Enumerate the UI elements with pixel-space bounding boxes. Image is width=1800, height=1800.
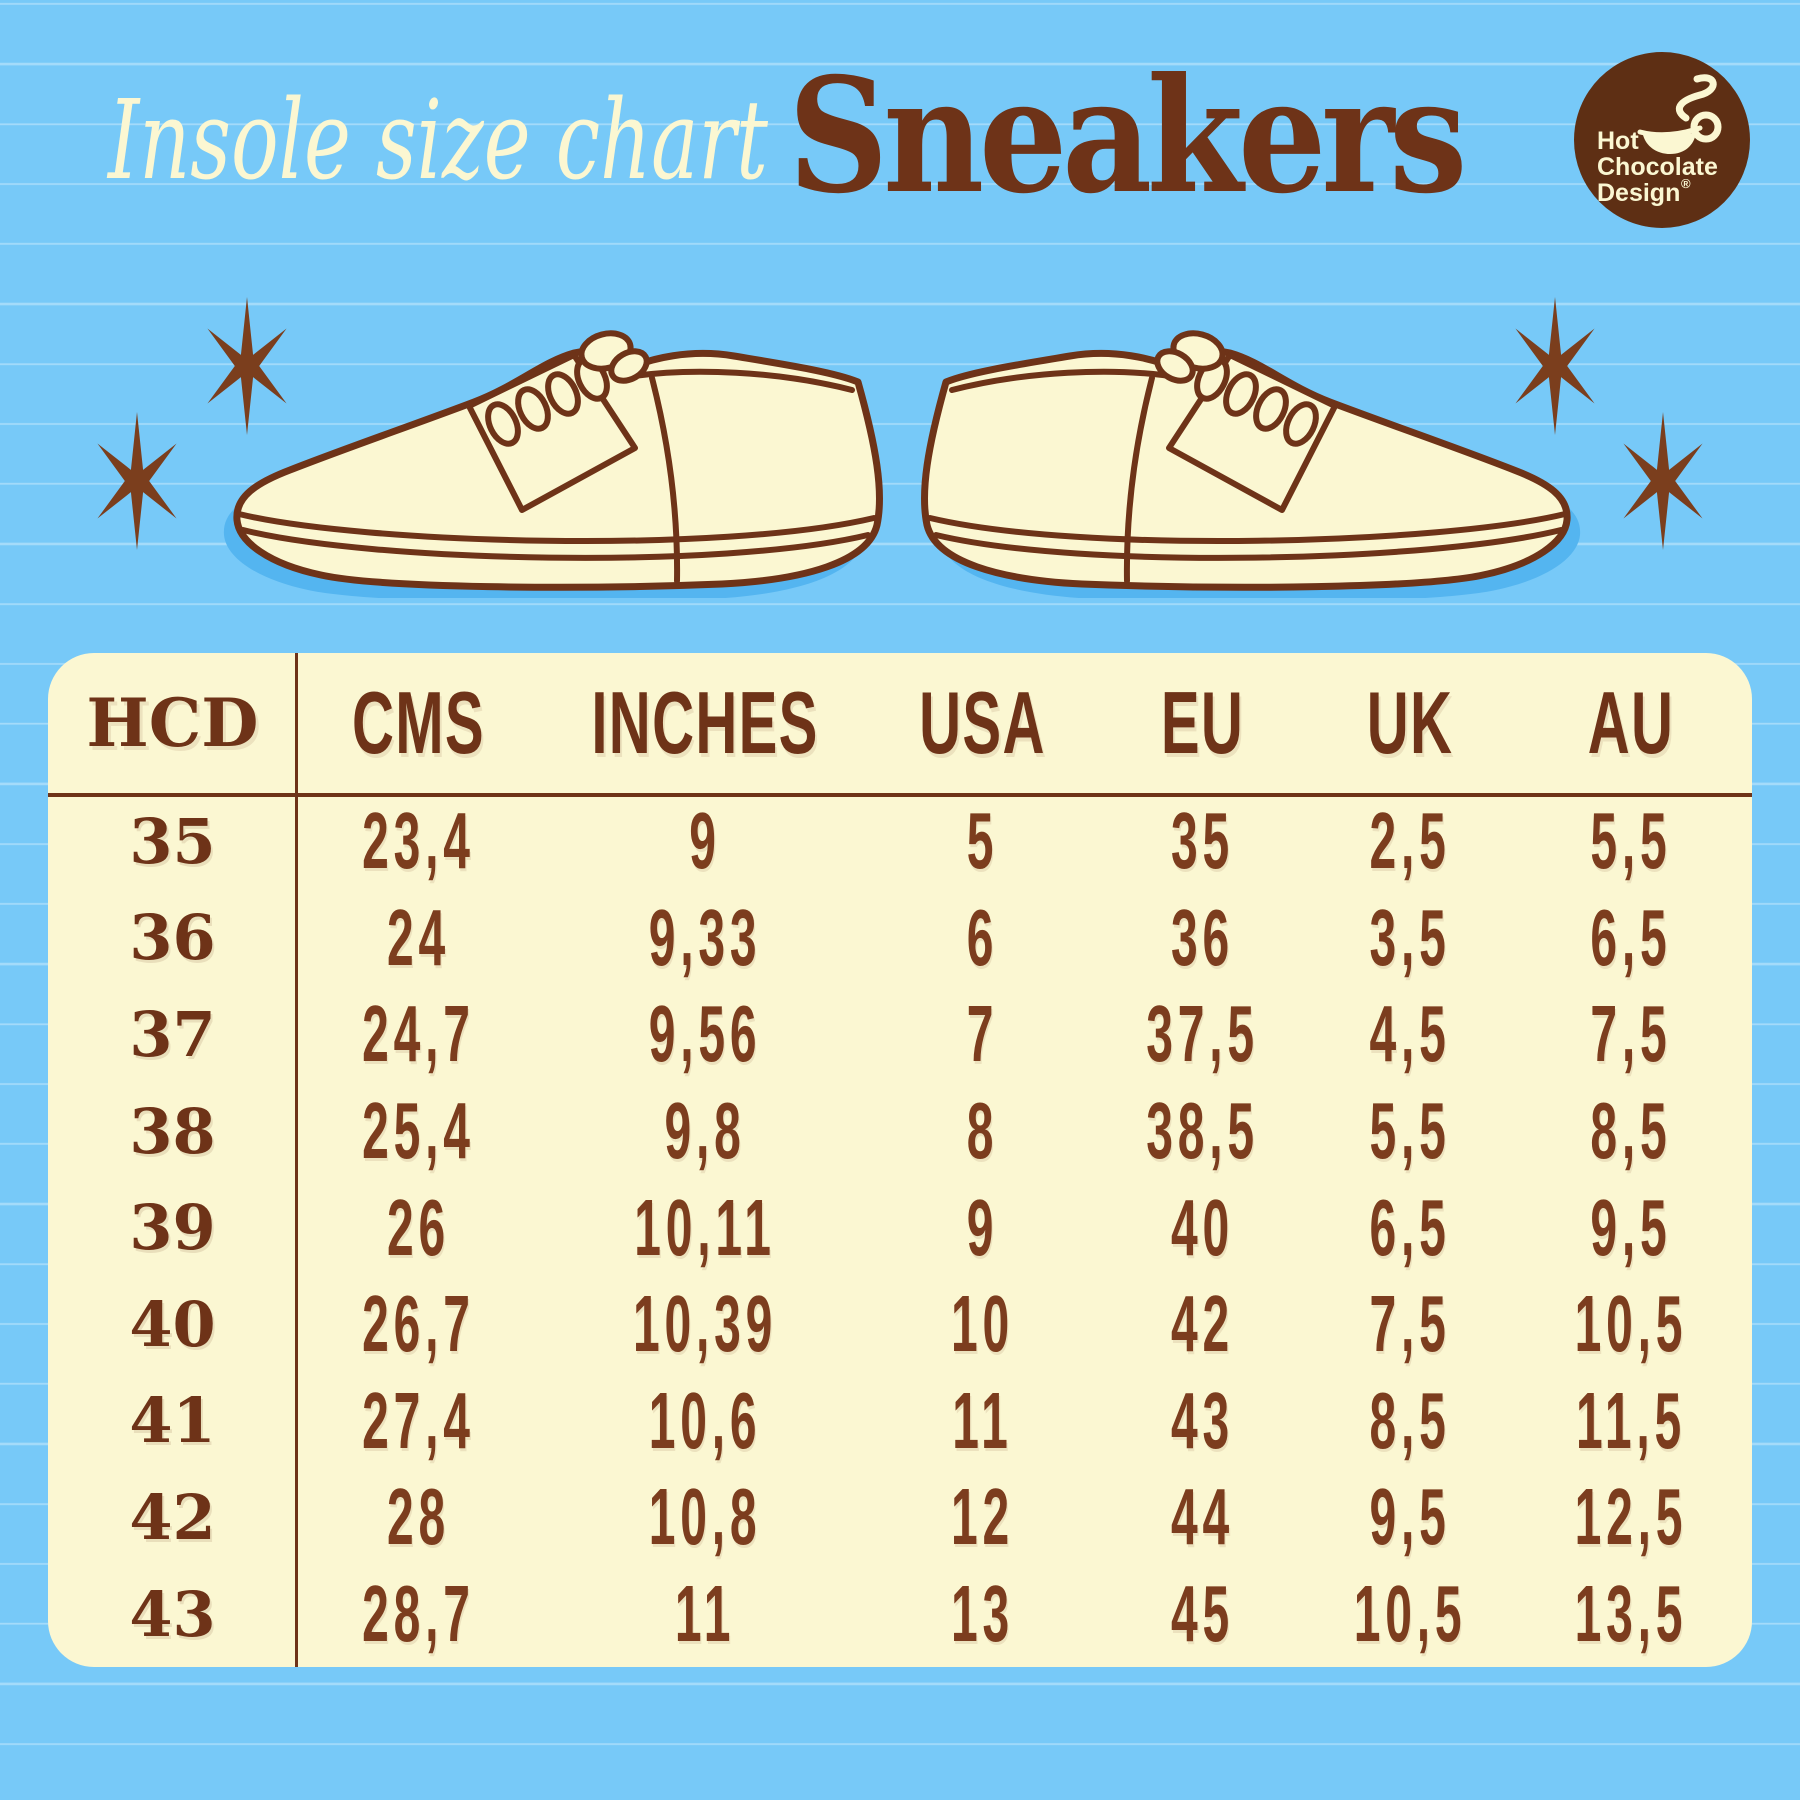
sneakers-illustration: [222, 268, 1582, 598]
size-cell: 40: [1170, 1182, 1234, 1272]
left-sneaker: [224, 328, 880, 598]
size-cell: 26: [386, 1182, 450, 1272]
size-cell: 7,5: [1369, 1279, 1451, 1369]
size-cell: 10,11: [634, 1182, 776, 1272]
size-cell: 10,8: [648, 1472, 762, 1562]
logo-line1: Hot: [1597, 127, 1639, 155]
sparkle-star-icon: [1617, 410, 1709, 552]
size-cell: 7,5: [1590, 989, 1672, 1079]
size-cell: 43: [1170, 1375, 1234, 1465]
size-cell: 10: [950, 1279, 1014, 1369]
size-cell: 9: [966, 1182, 999, 1272]
size-cell: 10,6: [648, 1375, 762, 1465]
size-cell: 10,5: [1574, 1279, 1688, 1369]
size-cell: 27,4: [362, 1375, 475, 1465]
size-cell: 38: [129, 1094, 216, 1168]
size-cell: 5,5: [1590, 796, 1672, 886]
size-cell: 8,5: [1369, 1375, 1451, 1465]
size-cell: 10,39: [632, 1279, 778, 1369]
size-cell: 37: [129, 997, 216, 1071]
steam-icon: [1675, 74, 1717, 122]
size-cell: 43: [129, 1577, 216, 1651]
logo-line3: Design: [1597, 179, 1680, 207]
size-cell: 7: [966, 989, 999, 1079]
header-cell: INCHES: [591, 673, 819, 772]
size-cell: 40: [129, 1287, 216, 1361]
hot-chocolate-design-logo: Hot Chocolate Design ®: [1574, 52, 1750, 228]
size-cell: 12,5: [1574, 1472, 1688, 1562]
size-cell: 6,5: [1590, 892, 1672, 982]
size-cell: 12: [950, 1472, 1014, 1562]
size-cell: 26,7: [362, 1279, 475, 1369]
sparkle-star-icon: [1509, 295, 1601, 437]
header-cell: USA: [919, 673, 1046, 772]
size-cell: 44: [1170, 1472, 1234, 1562]
size-cell: 23,4: [362, 796, 475, 886]
size-chart-table: HCD CMS INCHES USA EU UK AU 35 23,4 9 5 …: [48, 653, 1752, 1667]
size-cell: 9,8: [664, 1086, 746, 1176]
size-cell: 11,5: [1575, 1375, 1686, 1465]
size-cell: 38,5: [1146, 1086, 1259, 1176]
size-cell: 11: [952, 1375, 1013, 1465]
size-cell: 10,5: [1353, 1569, 1467, 1659]
size-cell: 42: [1170, 1279, 1234, 1369]
size-cell: 4,5: [1369, 989, 1451, 1079]
size-cell: 25,4: [362, 1086, 475, 1176]
size-cell: 24,7: [362, 989, 475, 1079]
size-cell: 5: [966, 796, 999, 886]
size-cell: 6,5: [1369, 1182, 1451, 1272]
size-cell: 41: [129, 1384, 216, 1458]
page-title-product: Sneakers: [788, 44, 1467, 229]
size-cell: 11: [674, 1569, 736, 1659]
size-cell: 42: [129, 1480, 216, 1554]
size-cell: 2,5: [1369, 796, 1451, 886]
size-cell: 5,5: [1369, 1086, 1451, 1176]
size-cell: 24: [386, 892, 450, 982]
size-cell: 28: [386, 1472, 450, 1562]
header-cell: HCD: [86, 684, 259, 762]
header-cell: EU: [1160, 673, 1245, 772]
size-cell: 8: [966, 1086, 999, 1176]
size-cell: 13: [950, 1569, 1014, 1659]
size-cell: 37,5: [1146, 989, 1259, 1079]
size-cell: 36: [1170, 892, 1234, 982]
size-cell: 6: [966, 892, 999, 982]
sparkle-star-icon: [201, 295, 293, 437]
logo-line2: Chocolate: [1597, 153, 1718, 181]
size-cell: 9,5: [1369, 1472, 1451, 1562]
size-cell: 3,5: [1369, 892, 1451, 982]
cup-and-spoon-icon: [1637, 111, 1722, 154]
header-cell: UK: [1366, 673, 1454, 772]
header-cell: AU: [1587, 673, 1675, 772]
size-cell: 45: [1170, 1569, 1234, 1659]
size-chart-panel: HCD CMS INCHES USA EU UK AU 35 23,4 9 5 …: [48, 653, 1752, 1667]
logo-registered-mark: ®: [1681, 176, 1691, 191]
hcd-column-divider: [294, 653, 298, 1667]
header-underline: [48, 793, 1752, 797]
size-cell: 35: [1170, 796, 1234, 886]
size-cell: 28,7: [362, 1569, 475, 1659]
size-cell: 36: [129, 901, 216, 975]
size-cell: 9,56: [648, 989, 762, 1079]
right-sneaker: [924, 328, 1580, 598]
size-cell: 9,5: [1590, 1182, 1672, 1272]
page-title-script: Insole size chart: [108, 76, 769, 204]
size-cell: 9: [689, 796, 721, 886]
sparkle-star-icon: [91, 410, 183, 552]
header-cell: CMS: [351, 673, 485, 772]
size-cell: 39: [129, 1191, 216, 1265]
size-cell: 9,33: [648, 892, 762, 982]
size-cell: 13,5: [1574, 1569, 1688, 1659]
size-cell: 8,5: [1590, 1086, 1672, 1176]
size-cell: 35: [129, 804, 216, 878]
